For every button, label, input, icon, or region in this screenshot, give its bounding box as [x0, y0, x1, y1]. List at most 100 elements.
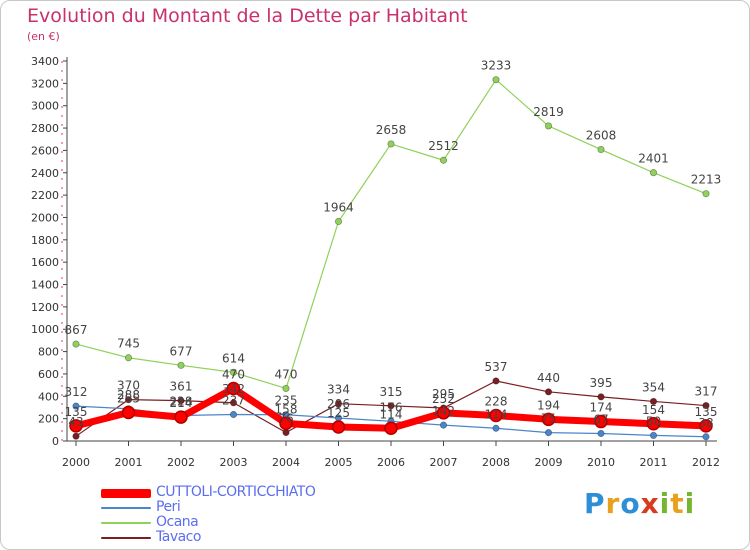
data-point	[646, 417, 661, 431]
data-label: 76	[278, 412, 293, 426]
chart-title: Evolution du Montant de la Dette par Hab…	[27, 5, 468, 27]
data-label: 2401	[638, 152, 669, 166]
data-label: 370	[117, 379, 140, 393]
data-point	[226, 381, 241, 396]
data-point	[387, 140, 395, 148]
data-point	[702, 190, 710, 198]
data-label: 2819	[533, 105, 564, 119]
data-label: 470	[222, 367, 245, 381]
data-point	[69, 419, 83, 433]
data-point	[124, 396, 133, 404]
data-point	[279, 416, 293, 431]
data-label: 174	[590, 401, 613, 415]
data-label: 142	[432, 404, 455, 418]
data-point	[544, 122, 553, 130]
data-label: 395	[590, 376, 613, 390]
data-point	[177, 397, 185, 405]
data-label: 312	[65, 385, 88, 399]
x-tick-label: 2012	[692, 456, 720, 469]
y-tick-label: 800	[38, 346, 59, 359]
legend-label: Tavaco	[156, 529, 201, 545]
x-tick-label: 2011	[640, 456, 668, 469]
legend-swatch	[101, 537, 151, 539]
y-tick-label: 3000	[31, 100, 59, 113]
data-label: 614	[222, 351, 245, 365]
x-tick-label: 2010	[587, 456, 615, 469]
legend-label: Peri	[156, 499, 181, 515]
data-label: 38	[698, 416, 713, 430]
data-label: 537	[485, 360, 508, 374]
data-label: 114	[380, 407, 403, 421]
data-label: 677	[170, 344, 193, 358]
chart-series	[69, 76, 713, 441]
y-tick-label: 2600	[31, 144, 59, 157]
data-label: 342	[222, 382, 245, 396]
data-label: 745	[117, 337, 140, 351]
data-point	[702, 401, 710, 410]
data-point	[597, 393, 605, 401]
data-point	[229, 410, 238, 419]
data-point	[492, 76, 500, 84]
data-point	[597, 429, 605, 438]
data-point	[544, 388, 553, 396]
data-label: 295	[432, 387, 455, 401]
x-tick-label: 2001	[115, 456, 143, 469]
x-tick-label: 2003	[220, 456, 248, 469]
data-label: 75	[541, 412, 556, 426]
y-tick-label: 1800	[31, 234, 59, 247]
chart-subtitle: (en €)	[27, 30, 60, 43]
data-label: 440	[537, 371, 560, 385]
data-point	[72, 432, 80, 440]
data-point	[436, 406, 451, 420]
data-label: 255	[117, 392, 140, 406]
x-tick-label: 2009	[535, 456, 563, 469]
chart-axes: 0 200 400 600 800 1000 1200 1400 1600 1800 2000 220…	[31, 55, 720, 469]
data-label: 2512	[428, 139, 459, 153]
data-label: 206	[327, 397, 350, 411]
legend-swatch	[101, 488, 151, 498]
data-point	[541, 412, 556, 427]
data-point	[544, 429, 553, 437]
data-point	[492, 377, 500, 385]
data-label: 228	[485, 395, 508, 409]
y-tick-label: 1000	[31, 323, 59, 336]
data-point	[439, 156, 448, 164]
data-label: 135	[65, 405, 88, 419]
data-label: 214	[170, 396, 193, 410]
legend-item: CUTTOLI-CORTICCHIATO	[101, 484, 361, 500]
data-point	[384, 421, 398, 436]
legend-item: Peri	[101, 499, 361, 515]
y-tick-label: 1200	[31, 301, 59, 314]
x-tick-label: 2006	[377, 456, 405, 469]
y-tick-label: 1600	[31, 256, 59, 269]
data-point	[124, 354, 133, 362]
data-label: 154	[642, 403, 665, 417]
series-tavaco	[72, 377, 710, 440]
x-tick-label: 2004	[272, 456, 300, 469]
x-tick-label: 2008	[482, 456, 510, 469]
data-label: 317	[695, 385, 718, 399]
data-label: 135	[695, 405, 718, 419]
data-point	[282, 384, 290, 393]
data-label: 50	[646, 414, 661, 428]
data-label: 1964	[323, 200, 354, 214]
data-point	[597, 145, 605, 154]
data-label: 288	[117, 388, 140, 402]
y-tick-label: 3200	[31, 77, 59, 90]
legend-swatch	[101, 507, 151, 509]
data-label: 3233	[481, 59, 512, 73]
data-point	[72, 402, 80, 410]
data-label: 158	[275, 402, 298, 416]
y-tick-label: 0	[52, 435, 59, 448]
y-tick-label: 2000	[31, 211, 59, 224]
data-label: 67	[593, 413, 608, 427]
legend-swatch	[101, 522, 151, 524]
data-point	[702, 433, 710, 441]
chart-legend: CUTTOLI-CORTICCHIATO Peri Ocana Tavaco	[101, 484, 361, 545]
data-point	[492, 424, 500, 432]
data-label: 315	[380, 385, 403, 399]
x-tick-label: 2005	[325, 456, 353, 469]
data-label: 2213	[691, 173, 722, 187]
